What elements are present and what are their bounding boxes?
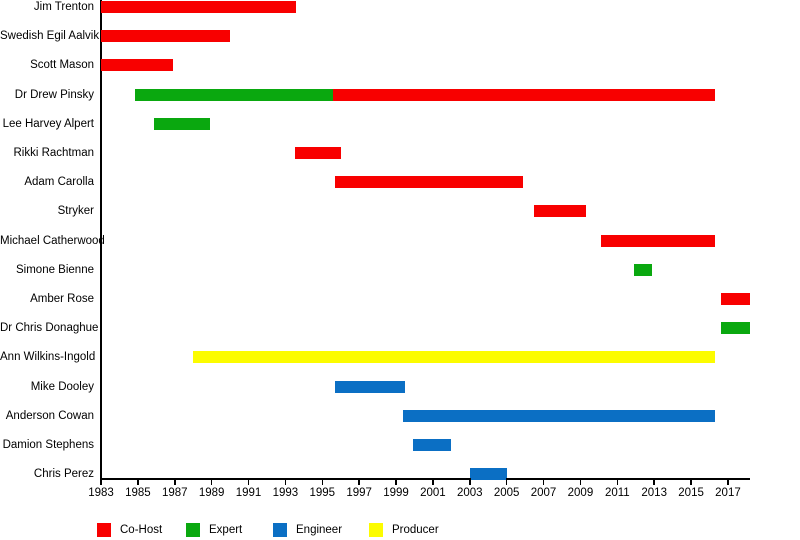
x-tick-label: 2011 <box>604 487 630 499</box>
timeline-bar <box>335 380 406 393</box>
x-tick <box>100 478 102 485</box>
x-tick-label: 1993 <box>272 487 299 499</box>
x-tick-label: 2005 <box>493 487 520 499</box>
x-tick-label: 2013 <box>641 487 667 499</box>
x-tick <box>174 478 176 485</box>
timeline-bar <box>403 409 716 422</box>
x-tick-label: 1999 <box>383 487 409 499</box>
x-tick <box>727 478 729 485</box>
x-tick <box>395 478 397 485</box>
x-tick <box>247 478 250 485</box>
x-tick <box>432 478 434 485</box>
timeline-bar <box>720 293 751 305</box>
person-label: Scott Mason <box>30 59 94 72</box>
timeline-bar <box>101 1 297 13</box>
legend-label: Co-Host <box>120 523 163 536</box>
x-tick-label: 2015 <box>678 487 704 499</box>
x-tick <box>616 478 619 485</box>
person-label: Lee Harvey Alpert <box>2 117 94 130</box>
person-label: Ann Wilkins-Ingold <box>0 351 96 364</box>
x-tick <box>321 478 324 485</box>
timeline-bar <box>135 88 334 101</box>
person-label: Swedish Egil Aalvik <box>0 30 100 43</box>
legend-item-cohost: Co-Host <box>97 522 162 537</box>
person-label: Jim Trenton <box>33 1 94 13</box>
timeline-bar <box>294 147 341 159</box>
legend-label: Producer <box>392 523 439 536</box>
timeline-bar <box>193 351 716 364</box>
x-tick <box>358 478 360 485</box>
x-tick <box>505 478 508 485</box>
expert-swatch-icon <box>186 522 200 537</box>
cohost-swatch-icon <box>97 522 111 537</box>
timeline-bar <box>469 468 507 481</box>
timeline-bar <box>101 30 231 43</box>
x-axis-line <box>100 478 750 480</box>
engineer-swatch-icon <box>273 522 287 537</box>
x-tick-label: 1991 <box>235 487 262 499</box>
person-label: Dr Chris Donaghue <box>0 322 99 335</box>
person-label: Rikki Rachtman <box>13 147 94 159</box>
timeline-bar <box>101 59 173 72</box>
x-tick-label: 1989 <box>198 487 225 499</box>
legend-item-producer: Producer <box>369 522 439 537</box>
x-tick <box>579 478 582 485</box>
person-label: Michael Catherwood <box>0 234 105 247</box>
legend-item-engineer: Engineer <box>273 522 342 537</box>
person-label: Mike Dooley <box>30 380 94 393</box>
timeline-bar <box>333 88 716 101</box>
x-tick <box>690 478 692 485</box>
x-tick-label: 2001 <box>420 487 446 499</box>
timeline-bar <box>335 176 524 189</box>
legend-item-expert: Expert <box>186 522 242 537</box>
x-tick-label: 1983 <box>88 487 114 499</box>
person-label: Damion Stephens <box>2 439 94 451</box>
x-tick-label: 2017 <box>715 487 741 499</box>
timeline-bar <box>720 322 751 335</box>
person-label: Stryker <box>57 205 94 218</box>
producer-swatch-icon <box>369 522 383 537</box>
x-tick <box>542 478 545 485</box>
x-tick <box>653 478 655 485</box>
x-tick-label: 1987 <box>161 487 188 499</box>
x-tick <box>210 478 213 485</box>
y-axis-line <box>100 0 102 479</box>
x-tick <box>137 478 139 485</box>
person-label: Simone Bienne <box>16 263 94 276</box>
timeline-bar <box>600 234 716 247</box>
person-label: Dr Drew Pinsky <box>14 88 94 101</box>
x-tick-label: 2003 <box>457 487 483 499</box>
x-tick-label: 2007 <box>530 487 557 499</box>
person-label: Amber Rose <box>30 293 94 305</box>
x-tick-label: 2009 <box>567 487 594 499</box>
timeline-bar <box>534 205 586 218</box>
x-tick-label: 1995 <box>309 487 336 499</box>
x-tick <box>284 478 287 485</box>
timeline-bar <box>633 263 653 276</box>
legend-label: Engineer <box>296 523 343 536</box>
legend-label: Expert <box>209 523 243 536</box>
timeline-bar <box>412 439 452 451</box>
x-tick-label: 1985 <box>125 487 151 499</box>
person-label: Chris Perez <box>33 468 94 481</box>
x-tick <box>469 478 471 485</box>
timeline-bar <box>154 117 210 130</box>
person-label: Anderson Cowan <box>5 409 94 422</box>
x-tick-label: 1997 <box>346 487 372 499</box>
person-label: Adam Carolla <box>24 176 94 189</box>
